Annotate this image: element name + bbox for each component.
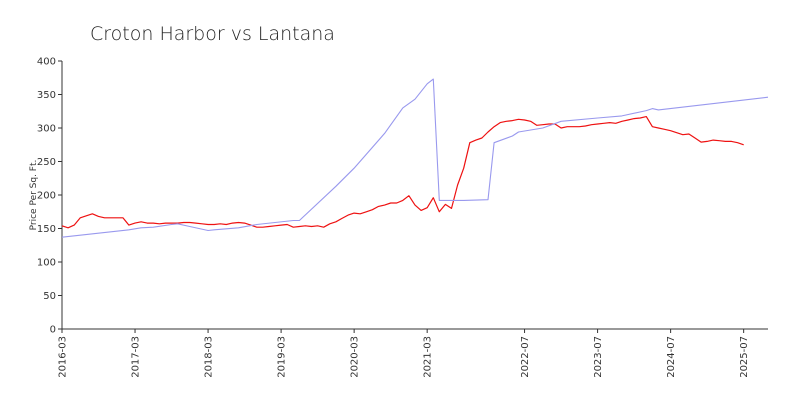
series-line-1 <box>61 115 744 229</box>
y-tick-label: 300 <box>37 124 56 135</box>
x-tick-label: 2024-07 <box>666 336 677 378</box>
x-tick-label: 2022-07 <box>520 336 531 378</box>
series-line-2 <box>61 78 769 238</box>
series-layer <box>61 78 769 238</box>
x-tick-label: 2019-03 <box>277 336 288 378</box>
y-tick-label: 200 <box>37 191 56 202</box>
x-axis: 2016-03 2017-03 2018-03 2019-03 2020-03 2021-… <box>58 328 768 378</box>
y-tick-label: 50 <box>43 291 56 302</box>
x-tick-label: 2017-03 <box>131 336 142 378</box>
y-tick-label: 400 <box>37 57 56 68</box>
x-tick-label: 2018-03 <box>204 336 215 378</box>
y-tick-label: 0 <box>50 325 56 336</box>
y-tick-label: 150 <box>37 224 56 235</box>
y-axis: 0 50 100 150 200 250 300 350 400 <box>37 57 63 336</box>
x-tick-label: 2020-03 <box>350 336 361 378</box>
x-tick-label: 2021-03 <box>423 336 434 378</box>
x-tick-label: 2023-07 <box>593 336 604 378</box>
y-axis-label: Price Per Sq. Ft. <box>29 160 39 231</box>
y-tick-label: 250 <box>37 157 56 168</box>
x-tick-label: 2016-03 <box>58 336 69 378</box>
chart-title: Croton Harbor vs Lantana <box>90 23 335 45</box>
y-tick-label: 350 <box>37 90 56 101</box>
y-tick-label: 100 <box>37 258 56 269</box>
x-tick-label: 2025-07 <box>739 336 750 378</box>
